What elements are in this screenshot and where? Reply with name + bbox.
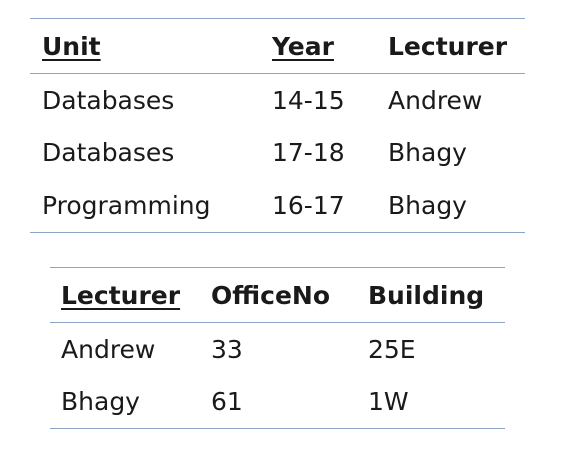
- units-table: Unit Year Lecturer Databases 14-15 Andre…: [30, 18, 525, 233]
- table-cell: Programming: [42, 190, 211, 220]
- column-header-lecturer: Lecturer: [50, 267, 211, 323]
- table-header-row: Lecturer OfficeNo Building: [50, 267, 505, 323]
- table-row: Bhagy 61 1W: [50, 375, 505, 429]
- table-row: Databases 14-15 Andrew: [30, 74, 525, 127]
- table-cell: 1W: [368, 387, 409, 416]
- table-cell: 33: [211, 334, 243, 364]
- table-header-row: Unit Year Lecturer: [30, 18, 525, 74]
- lecturers-table: Lecturer OfficeNo Building Andrew 33 25E…: [50, 267, 505, 429]
- table-cell: Databases: [42, 137, 175, 167]
- column-header-year: Year: [272, 18, 388, 74]
- table-cell: Databases: [42, 85, 175, 115]
- table-cell: Bhagy: [388, 137, 467, 167]
- table-cell: 14-15: [272, 85, 345, 115]
- table-cell: Bhagy: [388, 190, 467, 220]
- table-row: Programming 16-17 Bhagy: [30, 178, 525, 233]
- table-cell: 16-17: [272, 190, 345, 220]
- column-header-building: Building: [368, 267, 505, 323]
- table-cell: 17-18: [272, 137, 345, 167]
- table-cell: Andrew: [388, 85, 483, 115]
- table-row: Andrew 33 25E: [50, 323, 505, 376]
- table-cell: 61: [211, 387, 243, 416]
- table-row: Databases 17-18 Bhagy: [30, 126, 525, 178]
- column-header-officeno: OfficeNo: [211, 267, 368, 323]
- table-cell: Bhagy: [61, 387, 140, 416]
- column-header-lecturer: Lecturer: [388, 18, 525, 74]
- table-cell: 25E: [368, 334, 416, 364]
- table-cell: Andrew: [61, 334, 156, 364]
- column-header-unit: Unit: [30, 18, 272, 74]
